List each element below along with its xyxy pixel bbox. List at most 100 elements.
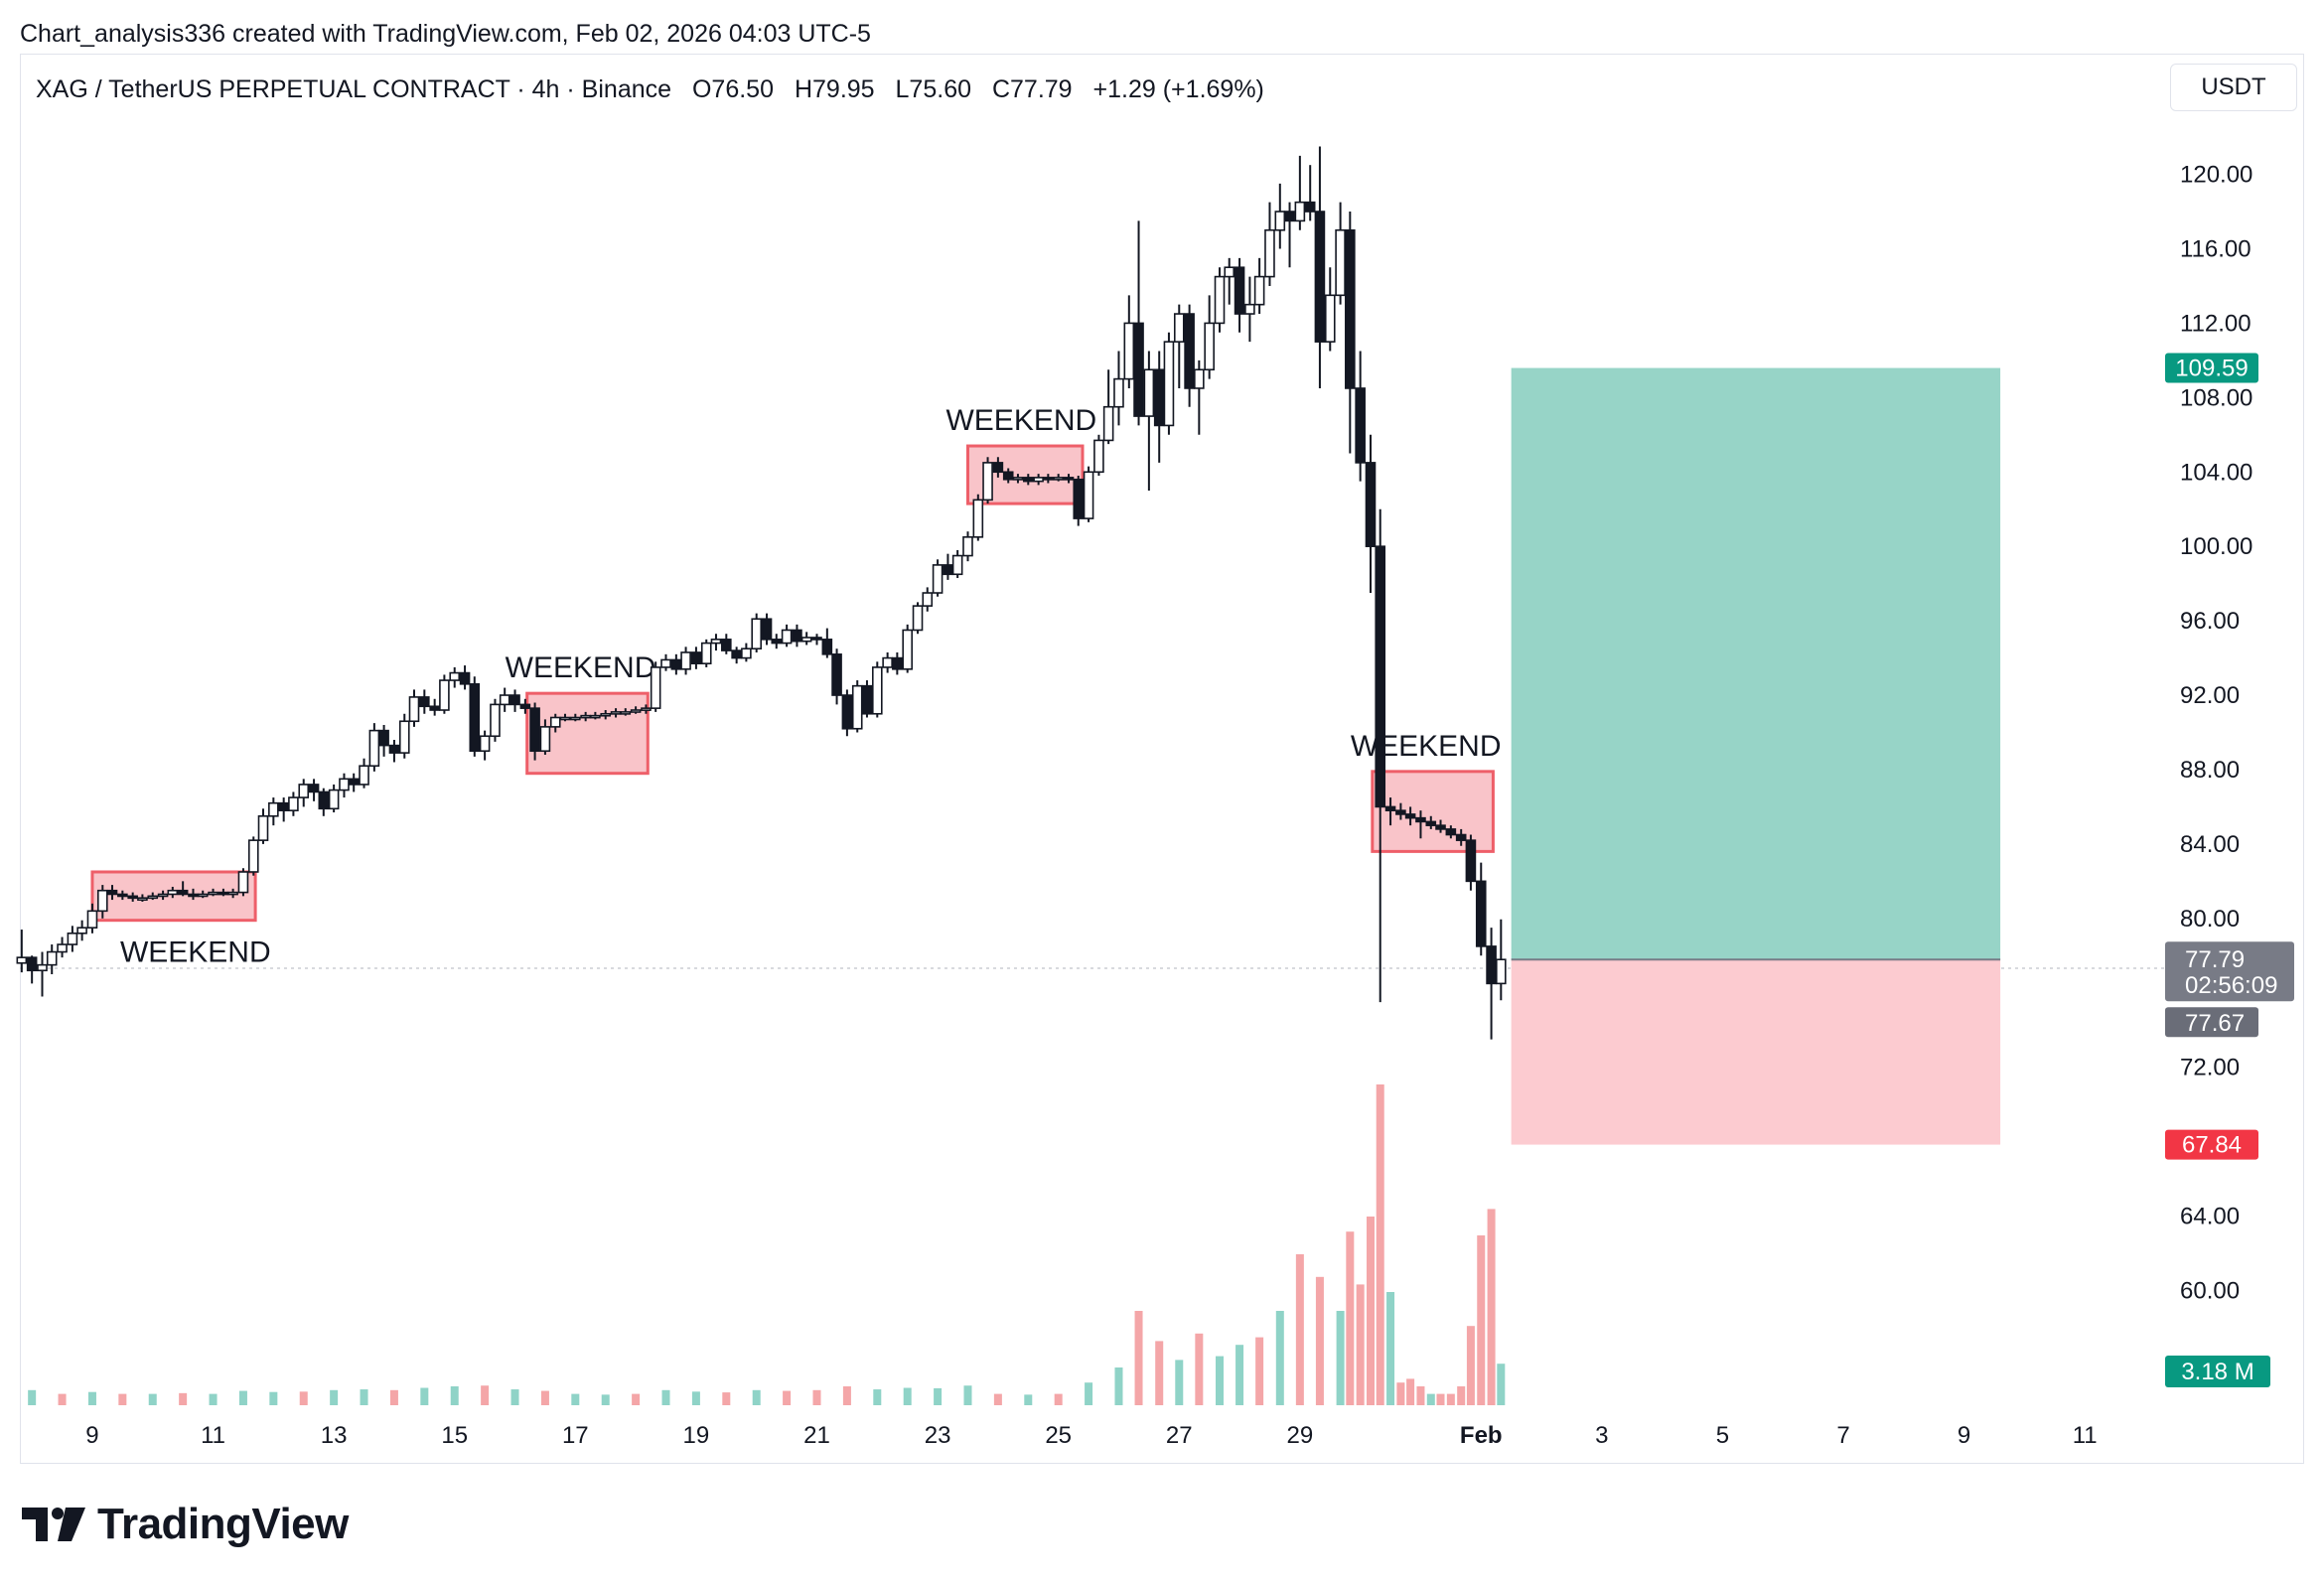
price-axis[interactable]: 120.00 116.00 112.00 108.00 104.00 100.00 96.0… bbox=[2180, 162, 2252, 1305]
currency-button[interactable]: USDT bbox=[2170, 64, 2297, 111]
volume-bar bbox=[420, 1387, 429, 1405]
volume-bar bbox=[752, 1389, 761, 1405]
candle-body bbox=[943, 564, 953, 576]
time-tick-label: 9 bbox=[85, 1422, 98, 1449]
time-tick-label: 17 bbox=[562, 1422, 589, 1449]
stop-zone[interactable] bbox=[1511, 959, 2001, 1145]
candle-body bbox=[1244, 303, 1255, 315]
stop-price-tag: 67.84 bbox=[2182, 1132, 2242, 1159]
candle-body bbox=[1465, 839, 1477, 883]
candle-body bbox=[459, 671, 471, 685]
candle-body bbox=[1073, 478, 1085, 519]
candle-body bbox=[1324, 294, 1336, 343]
candle-body bbox=[670, 658, 682, 670]
volume-bar bbox=[269, 1391, 278, 1405]
candle-body bbox=[359, 765, 369, 786]
volume-bar bbox=[1366, 1217, 1375, 1405]
candle-body bbox=[861, 684, 873, 715]
candle-body bbox=[157, 893, 169, 898]
volume-bar bbox=[179, 1392, 188, 1405]
current-price-tag: 77.79 bbox=[2185, 946, 2245, 973]
volume-bar bbox=[148, 1393, 157, 1405]
candle-body bbox=[106, 889, 118, 896]
candle-body bbox=[821, 639, 833, 655]
alt-price-tag: 77.67 bbox=[2185, 1010, 2245, 1037]
candle-body bbox=[580, 714, 591, 719]
candle-body bbox=[1404, 813, 1416, 819]
alt-price-tag-bg bbox=[2165, 1007, 2258, 1038]
candle-body bbox=[268, 801, 279, 817]
candle-body bbox=[1002, 471, 1014, 481]
symbol-name[interactable]: XAG / TetherUS PERPETUAL CONTRACT · 4h ·… bbox=[36, 75, 672, 103]
candle-body bbox=[851, 684, 863, 730]
candle-body bbox=[308, 784, 320, 793]
time-tick-label: 11 bbox=[201, 1422, 225, 1449]
price-tick-label: 108.00 bbox=[2180, 384, 2252, 411]
candle-body bbox=[902, 629, 913, 670]
candle-body bbox=[439, 679, 450, 711]
candle-body bbox=[490, 703, 501, 738]
volume-bar bbox=[1114, 1367, 1123, 1405]
candle-body bbox=[570, 716, 581, 721]
candle-body bbox=[529, 707, 540, 753]
volume-bar bbox=[661, 1389, 670, 1405]
volume-bar bbox=[58, 1393, 67, 1405]
candle-body bbox=[1083, 471, 1094, 519]
candle-body bbox=[1143, 368, 1155, 417]
candle-body bbox=[408, 696, 420, 723]
time-tick-label: 7 bbox=[1836, 1422, 1849, 1449]
volume-bar bbox=[993, 1393, 1002, 1405]
candle-body bbox=[479, 735, 491, 753]
weekend-boxes[interactable]: WEEKEND WEEKEND WEEKEND WEEKEND bbox=[90, 404, 1502, 969]
candle-body bbox=[368, 729, 380, 768]
candle-body bbox=[1365, 462, 1377, 547]
candle-body bbox=[871, 666, 883, 715]
candle-body bbox=[1294, 201, 1306, 222]
volume-tag: 3.18 M bbox=[2181, 1359, 2253, 1385]
price-tick-label: 96.00 bbox=[2180, 608, 2240, 635]
candle-body bbox=[922, 592, 934, 607]
candle-body bbox=[388, 744, 400, 754]
candle-body bbox=[208, 891, 218, 896]
candle-body bbox=[127, 895, 138, 900]
candle-body bbox=[1384, 805, 1396, 811]
weekend-label: WEEKEND bbox=[120, 936, 271, 969]
candle-body bbox=[549, 716, 561, 728]
weekend-box[interactable] bbox=[90, 870, 257, 923]
candle-body bbox=[1194, 368, 1205, 389]
candle-body bbox=[348, 778, 360, 786]
volume-tag-bg bbox=[2165, 1356, 2270, 1387]
time-axis[interactable]: 9 11 13 15 17 19 21 23 25 27 29 Feb 3 5 7 9 11 bbox=[85, 1422, 2097, 1449]
candle-body bbox=[449, 671, 461, 681]
price-tick-label: 92.00 bbox=[2180, 682, 2240, 709]
volume-bar bbox=[1195, 1333, 1204, 1405]
weekend-box[interactable] bbox=[1371, 770, 1495, 853]
candle-body bbox=[177, 889, 189, 896]
candle-body bbox=[1264, 228, 1275, 278]
tradingview-logo[interactable]: TradingView bbox=[22, 1500, 349, 1549]
volume-bar bbox=[1024, 1394, 1033, 1405]
candle-body bbox=[1102, 405, 1114, 442]
candle-body bbox=[1133, 322, 1144, 417]
candle-body bbox=[1043, 477, 1054, 481]
volume-bar bbox=[1466, 1326, 1475, 1405]
candle-body bbox=[1184, 313, 1195, 389]
volume-bar bbox=[299, 1391, 308, 1405]
candle-body bbox=[57, 943, 68, 953]
candle-body bbox=[46, 950, 58, 966]
candle-body bbox=[227, 891, 238, 896]
target-zone[interactable] bbox=[1511, 367, 2001, 960]
time-tick-label: 25 bbox=[1045, 1422, 1072, 1449]
candle-body bbox=[499, 694, 510, 706]
price-tick-label: 104.00 bbox=[2180, 459, 2252, 486]
long-position-tool[interactable] bbox=[1511, 367, 2001, 1145]
candle-body bbox=[26, 956, 38, 972]
volume-bar bbox=[963, 1385, 972, 1405]
time-tick-label: 15 bbox=[441, 1422, 468, 1449]
candle-body bbox=[1425, 820, 1437, 826]
volume-bar bbox=[118, 1393, 127, 1405]
target-price-tag: 109.59 bbox=[2175, 356, 2248, 382]
volume-bar bbox=[1356, 1284, 1365, 1405]
volume-bar bbox=[389, 1389, 398, 1405]
